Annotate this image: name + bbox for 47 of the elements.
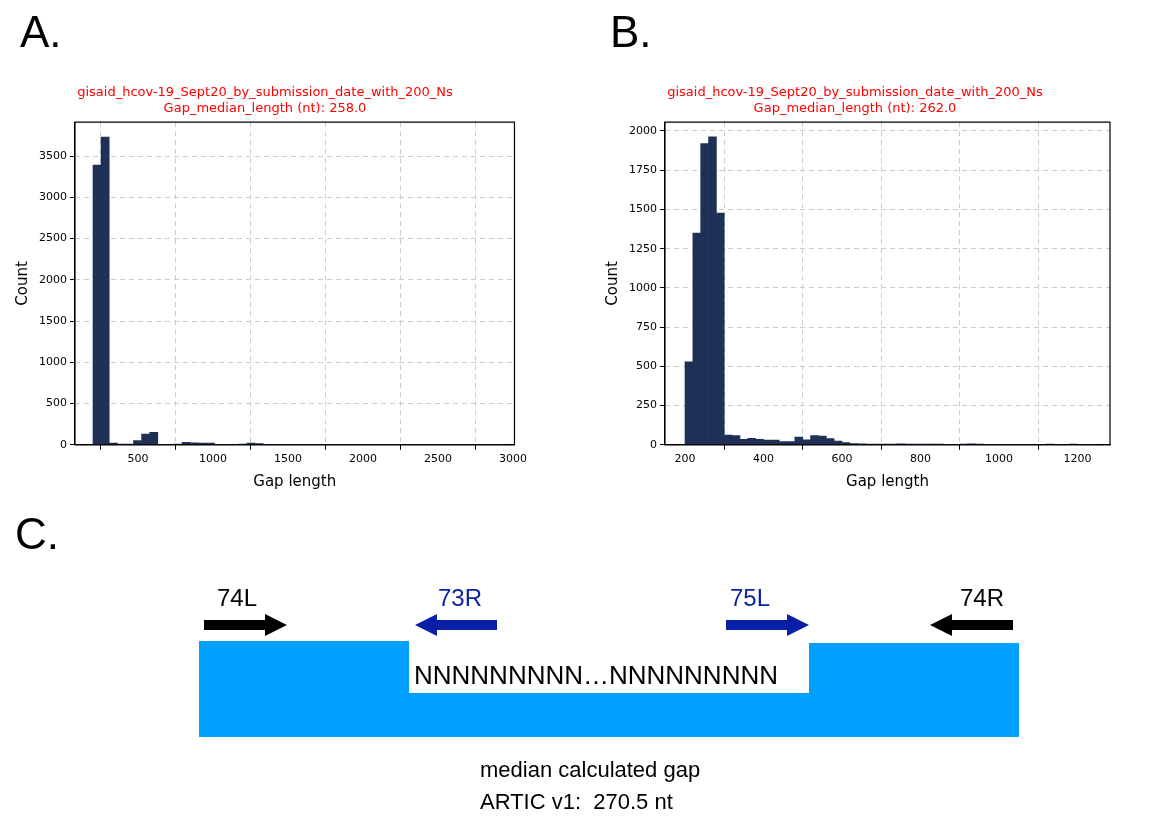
y-tick-label: 3500 (38, 148, 67, 162)
x-tick-label: 1000 (198, 452, 227, 466)
x-tick-label: 3000 (498, 452, 527, 466)
y-tick-label: 2000 (38, 272, 67, 286)
y-axis-title: Count (12, 261, 31, 306)
text: 74R (960, 584, 1005, 612)
y-axis-title: Count (602, 261, 621, 306)
x-axis-title: Gap length (846, 471, 929, 490)
x-tick-label: 500 (127, 452, 149, 466)
x-tick-label: 800 (909, 452, 931, 466)
x-tick-label: 1500 (273, 452, 302, 466)
y-tick-label: 0 (59, 437, 67, 451)
x-tick-label: 2500 (423, 452, 452, 466)
chart-title: gisaid_hcov-19_Sept20_by_submission_date_with_200_Ns (667, 84, 1043, 100)
x-tick-label: 1000 (984, 452, 1013, 466)
y-tick-label: 1250 (628, 241, 657, 255)
text: B. (610, 7, 652, 56)
y-tick-label: 500 (635, 359, 657, 373)
y-tick-label: 1000 (38, 355, 67, 369)
y-tick-label: 3000 (38, 190, 67, 204)
x-axis-title: Gap length (253, 471, 337, 490)
y-tick-label: 2500 (38, 231, 67, 245)
y-tick-label: 750 (635, 319, 657, 333)
text: 73R (438, 584, 483, 612)
y-tick-label: 1000 (628, 280, 657, 294)
x-tick-label: 600 (831, 452, 853, 466)
text: median calculated gap (480, 757, 701, 783)
y-tick-label: 0 (649, 437, 657, 451)
y-tick-label: 1500 (38, 313, 67, 327)
y-tick-label: 1750 (628, 163, 657, 177)
text: NNNNNNNNN…NNNNNNNNN (414, 660, 778, 690)
text: ARTIC v1: 270.5 nt (480, 789, 673, 815)
y-tick-label: 500 (45, 396, 67, 410)
y-tick-label: 250 (635, 398, 657, 412)
x-tick-label: 200 (674, 452, 696, 466)
chart-subtitle: Gap_median_length (nt): 262.0 (753, 99, 957, 115)
x-tick-label: 1200 (1063, 452, 1092, 466)
text: C. (15, 509, 59, 558)
x-tick-label: 2000 (348, 452, 377, 466)
text: A. (20, 7, 62, 56)
text: 75L (730, 584, 771, 612)
x-tick-label: 400 (752, 452, 774, 466)
chart-subtitle: Gap_median_length (nt): 258.0 (163, 99, 367, 115)
y-tick-label: 1500 (628, 202, 657, 216)
chart-title: gisaid_hcov-19_Sept20_by_submission_date_with_200_Ns (77, 84, 453, 100)
text: 74L (217, 584, 258, 612)
y-tick-label: 2000 (628, 123, 657, 137)
